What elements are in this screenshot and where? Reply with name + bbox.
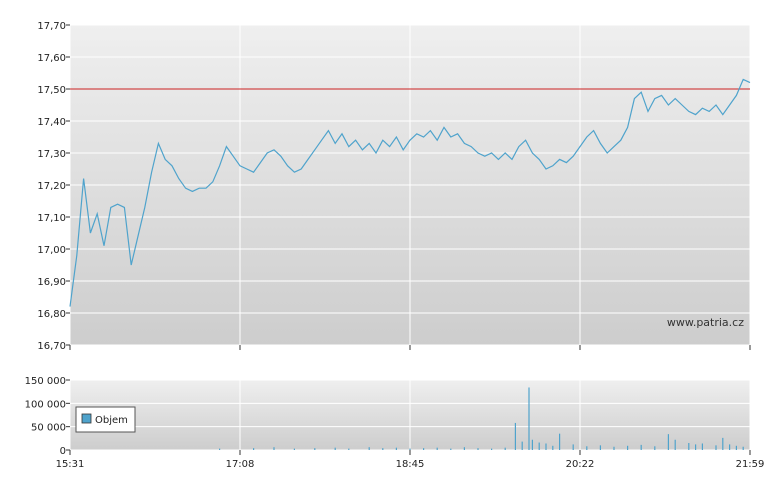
price-y-tick-label: 17,20 — [37, 181, 66, 192]
x-tick-label: 20:22 — [566, 459, 595, 470]
price-y-tick-label: 16,80 — [37, 309, 66, 320]
price-y-tick-label: 17,50 — [37, 85, 66, 96]
volume-bars — [219, 387, 744, 450]
volume-y-tick-label: 50 000 — [31, 423, 66, 434]
price-y-tick-label: 17,70 — [37, 21, 66, 32]
legend-swatch — [81, 413, 92, 424]
price-y-tick-label: 17,40 — [37, 117, 66, 128]
x-tick-label: 17:08 — [226, 459, 255, 470]
price-y-tick-label: 17,30 — [37, 149, 66, 160]
volume-panel: 0 50 000 100 000 150 000 Objem — [25, 376, 751, 457]
volume-y-tick-label: 0 — [60, 446, 66, 457]
price-y-tick-label: 16,90 — [37, 277, 66, 288]
legend-label: Objem — [95, 415, 128, 426]
price-y-ticks: 16,70 16,80 16,90 17,00 17,10 17,20 17,30 17,40… — [37, 21, 70, 352]
price-y-tick-label: 16,70 — [37, 341, 66, 352]
watermark: www.patria.cz — [667, 316, 744, 329]
volume-y-tick-label: 150 000 — [25, 376, 66, 387]
volume-y-ticks: 0 50 000 100 000 150 000 — [25, 376, 70, 457]
volume-grid — [69, 379, 751, 451]
price-y-tick-label: 17,60 — [37, 53, 66, 64]
x-tick-label: 21:59 — [736, 459, 765, 470]
x-axis-ticks: 15:31 17:08 18:45 20:22 21:59 — [56, 345, 765, 470]
volume-y-tick-label: 100 000 — [25, 399, 66, 410]
volume-legend: Objem — [75, 406, 136, 433]
price-y-tick-label: 17,00 — [37, 245, 66, 256]
x-tick-label: 15:31 — [56, 459, 85, 470]
price-y-tick-label: 17,10 — [37, 213, 66, 224]
price-series-line — [69, 78, 751, 307]
price-panel: 16,70 16,80 16,90 17,00 17,10 17,20 17,30 17,40… — [37, 21, 751, 352]
x-tick-label: 18:45 — [396, 459, 425, 470]
